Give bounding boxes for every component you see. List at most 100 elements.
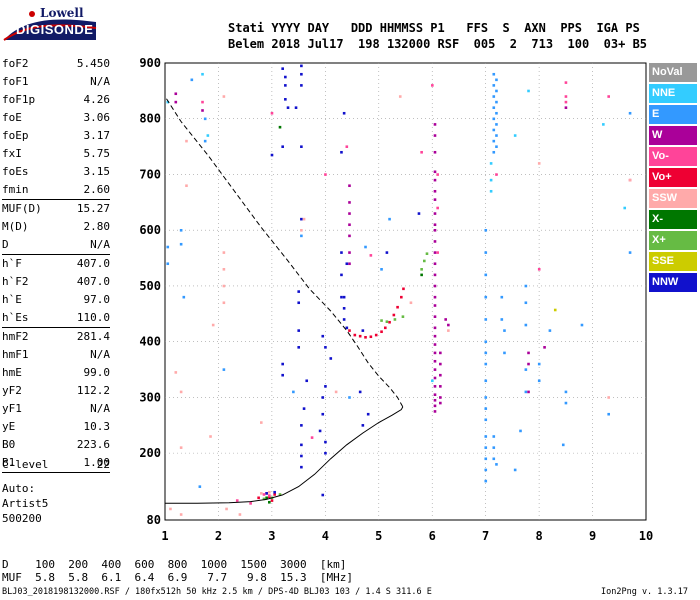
data-point [524,390,528,394]
legend-item: Vo+ [649,168,697,187]
data-point [342,318,346,321]
param-value: 97.0 [83,293,111,306]
data-point [484,362,488,366]
data-point [182,295,186,299]
data-point [179,242,183,246]
y-tick-label: 700 [139,167,161,181]
x-tick-label: 8 [535,529,542,543]
data-point [179,513,183,516]
data-point [492,457,496,461]
data-point [433,304,437,307]
data-point [433,228,437,232]
data-point [321,334,325,338]
data-point [324,451,327,455]
param-label: foEp [2,129,29,142]
param-row: hmF1 N/A [2,346,110,364]
data-point [374,333,378,337]
data-point [348,396,351,399]
data-point [203,139,207,143]
data-point [174,100,178,104]
param-row: B1 1.00 [2,454,110,472]
param-label: hmF1 [2,348,29,361]
data-point [524,301,528,305]
data-point [433,198,437,201]
data-point [209,435,212,438]
data-point [380,268,383,271]
data-point [174,371,178,374]
data-point [305,379,309,383]
data-point [433,240,437,243]
param-value: 110.0 [76,311,110,324]
data-point [174,92,178,96]
autoscaling-info: Auto: Artist5 500200 [2,481,48,526]
data-point [500,295,504,299]
data-point [222,368,226,371]
data-point [369,254,373,257]
data-point [492,84,496,87]
data-point [580,323,584,327]
data-point [484,418,488,422]
x-tick-label: 9 [589,529,596,543]
data-point [222,95,226,98]
data-point [433,404,437,408]
data-point [537,268,541,271]
data-point [420,268,423,271]
auto-label: Auto: [2,482,36,495]
param-label: fmin [2,183,29,196]
param-row: h`F2 407.0 [2,273,110,291]
station-header: Stati YYYY DAY DDD HHMMSS P1 FFS S AXN P… [228,20,647,52]
data-point [300,64,303,68]
param-value: 3.15 [83,165,111,178]
data-point [495,111,498,115]
data-point [324,346,327,349]
data-point [628,251,632,254]
data-point [340,295,343,299]
param-row: foF1p 4.26 [2,91,110,109]
data-point [436,173,439,176]
data-point [222,251,226,254]
data-point [433,295,437,299]
x-tick-label: 7 [482,529,489,543]
data-point [270,499,274,502]
data-point [484,396,488,399]
param-value: 99.0 [83,366,111,379]
data-point [383,326,387,330]
data-point [361,424,365,427]
logo-lowell-text: Lowell [40,6,84,20]
data-point [524,323,528,327]
data-point [447,323,450,327]
param-separator [2,327,110,328]
param-row: h`F 407.0 [2,255,110,273]
param-value: 5.450 [76,57,110,70]
data-point [439,401,442,405]
data-point [519,429,522,433]
data-point [393,318,397,321]
data-point [420,273,423,277]
data-point [433,262,437,266]
data-point [503,351,506,355]
data-point [433,351,437,355]
data-point [260,421,263,424]
data-point [439,373,442,377]
data-point [358,334,362,338]
data-point [433,385,437,388]
data-point [444,318,447,321]
data-point [492,139,496,143]
data-point [628,111,632,115]
param-separator [2,472,110,473]
data-point [364,245,367,249]
data-point [321,493,325,497]
data-point [348,251,351,254]
logo-swoosh [3,11,97,41]
data-point [447,329,450,332]
data-point [423,259,426,263]
data-point [433,376,437,380]
data-point [286,106,290,109]
data-point [484,318,488,321]
data-point [166,100,170,104]
param-row: foF1 N/A [2,73,110,91]
data-point [321,396,325,399]
data-point [318,429,322,433]
data-point [607,396,610,399]
data-point [201,72,204,76]
